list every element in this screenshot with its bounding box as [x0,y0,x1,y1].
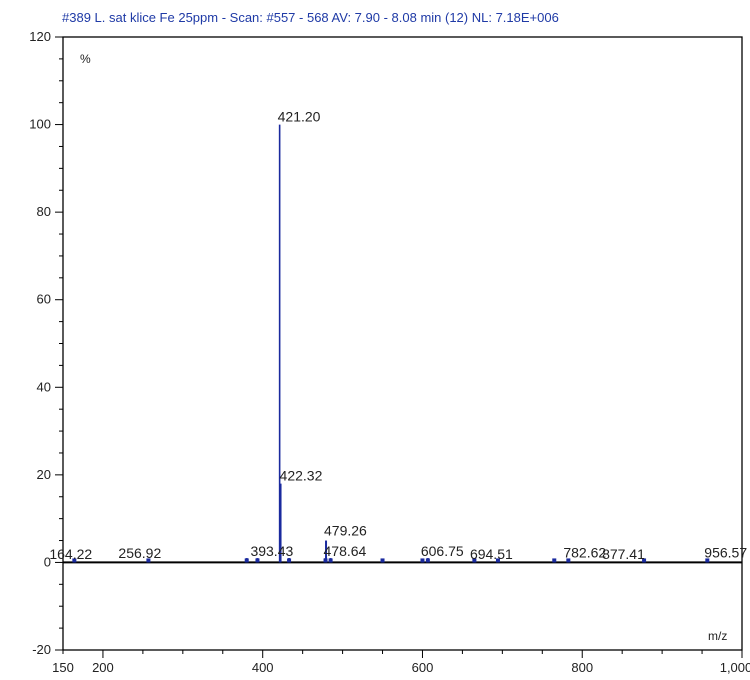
peak-marker [146,558,151,563]
peak-label: 478.64 [324,543,367,559]
y-tick-label: 100 [29,117,51,132]
y-tick-label: 20 [37,467,51,482]
x-tick-label: 800 [571,660,593,675]
peak-marker [72,558,77,563]
peak-label: 393.43 [250,543,293,559]
y-tick-label: 80 [37,204,51,219]
peak-label: 256.92 [118,545,161,561]
peak-marker [287,558,292,563]
peak-label: 606.75 [421,543,464,559]
x-tick-label: 150 [52,660,74,675]
y-axis-label: % [80,52,91,66]
peak-marker [495,558,500,563]
x-tick-label: 1,000 [720,660,750,675]
y-tick-label: 40 [37,379,51,394]
peak-label: 956.57 [704,544,747,560]
peak-marker [244,558,249,563]
peak-marker [566,558,571,563]
chart-title: #389 L. sat klice Fe 25ppm - Scan: #557 … [62,10,559,25]
x-tick-label: 400 [252,660,274,675]
y-tick-label: 60 [37,292,51,307]
peak-label: 164.22 [49,546,92,562]
y-tick-label: 120 [29,29,51,44]
peak-marker [323,558,328,563]
peak-marker [705,558,710,563]
peak-marker [420,558,425,563]
peak-marker [642,558,647,563]
x-tick-label: 600 [412,660,434,675]
peak-label: 694.51 [470,546,513,562]
peak-marker [255,558,260,563]
peak-marker [380,558,385,563]
x-axis-label: m/z [708,629,727,643]
peak-marker [425,558,430,563]
peak-label: 782.62 [563,544,606,560]
peak-marker [472,558,477,563]
y-tick-label: -20 [32,642,51,657]
peak-label: 421.20 [278,109,321,125]
peak-marker [328,558,333,563]
peak-label: 877.41 [602,546,645,562]
peak-label: 422.32 [280,468,323,484]
y-tick-label: 0 [44,554,51,569]
peak-label: 479.26 [324,523,367,539]
x-tick-label: 200 [92,660,114,675]
peak-marker [552,558,557,563]
